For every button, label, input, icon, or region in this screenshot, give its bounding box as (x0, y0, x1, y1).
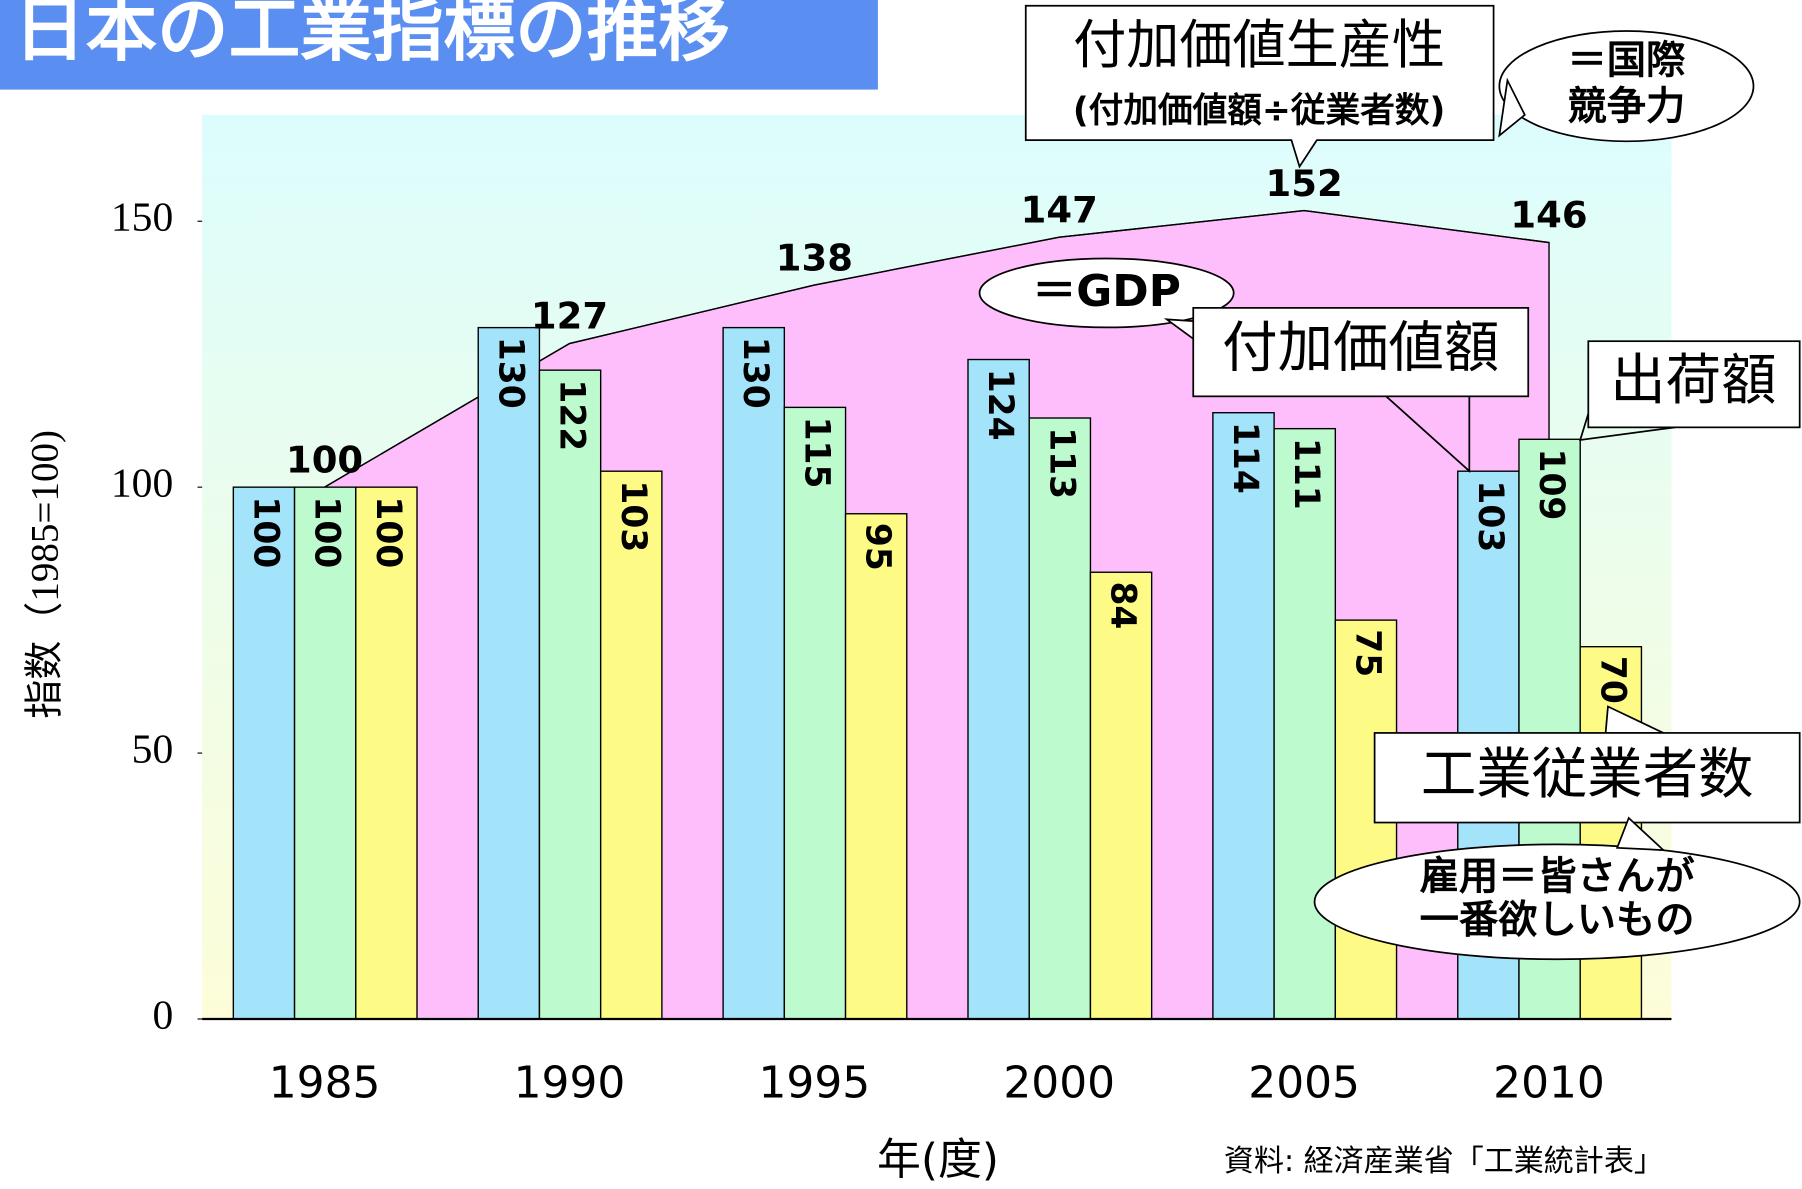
data-label: 113 (1041, 427, 1081, 499)
line-series-name: 付加価値生産性 (1073, 15, 1445, 76)
y-axis-label: 指数（1985=100) (23, 430, 66, 719)
line-data-label: 127 (531, 295, 608, 338)
x-tick-label: 2010 (1493, 1058, 1605, 1109)
legend-label: 出荷額 (1610, 349, 1776, 413)
bar (783, 406, 847, 1020)
callout-ellipse (978, 257, 1235, 329)
line-data-label: 100 (286, 438, 363, 481)
source: 資料: 経済産業省「工業統計表」 (1224, 1144, 1664, 1179)
callout-ellipse (1313, 843, 1801, 961)
annotation: 雇用＝皆さんが (1420, 854, 1695, 899)
x-tick-label: 2005 (1248, 1058, 1360, 1109)
annotation: 一番欲しいもの (1420, 898, 1695, 943)
bar (967, 358, 1030, 1020)
legend-label: 工業従業者数 (1421, 743, 1754, 807)
x-tick-label: 1990 (514, 1058, 626, 1109)
x-tick-label: 2000 (1003, 1058, 1115, 1109)
data-label: 70 (1592, 656, 1632, 704)
bar (1212, 412, 1275, 1020)
line-data-label: 146 (1510, 194, 1587, 237)
y-tick-label: 50 (132, 726, 174, 772)
bar (722, 326, 786, 1020)
line-data-label: 138 (776, 236, 853, 279)
bar (1273, 427, 1337, 1020)
callout-box (1373, 732, 1801, 824)
callout-pointer (1615, 816, 1666, 852)
callout-box (1192, 307, 1530, 398)
bar (1089, 571, 1153, 1020)
data-label: 95 (858, 523, 898, 571)
data-label: 109 (1531, 448, 1571, 520)
annotation: ＝GDP (1032, 266, 1181, 317)
annotation: 競争力 (1568, 85, 1686, 130)
annotation: ＝国際 (1568, 39, 1687, 84)
line-data-label: 152 (1266, 162, 1343, 205)
data-label: 122 (552, 379, 592, 451)
bar (599, 470, 663, 1020)
bar (477, 326, 541, 1020)
y-tick-label: 150 (111, 194, 173, 240)
y-tick-label: 0 (152, 992, 173, 1038)
callout-box (1587, 340, 1801, 429)
chart-title: 日本の工業指標の推移 (14, 0, 730, 71)
data-label: 100 (307, 496, 347, 568)
line-data-label: 147 (1021, 188, 1098, 231)
data-label: 84 (1103, 581, 1143, 629)
callout-pointer (1385, 395, 1471, 473)
callout-pointer (1498, 77, 1526, 138)
data-label: 130 (490, 337, 530, 409)
data-label: 124 (980, 369, 1020, 441)
callout-ellipse (1498, 30, 1755, 143)
legend-label: 付加価値額 (1222, 317, 1499, 381)
data-label: 103 (613, 480, 653, 552)
bar (1028, 417, 1092, 1020)
data-label: 111 (1286, 438, 1326, 510)
bar (355, 486, 418, 1020)
data-label: 75 (1347, 629, 1387, 677)
data-label: 100 (368, 496, 408, 568)
x-axis-label: 年(度) (877, 1135, 999, 1186)
x-tick-label: 1985 (269, 1058, 381, 1109)
y-tick-label: 100 (111, 460, 173, 506)
data-label: 103 (1470, 480, 1510, 552)
data-label: 100 (245, 496, 285, 568)
bar (844, 513, 908, 1020)
x-tick-label: 1995 (759, 1058, 871, 1109)
callout-pointer (1578, 413, 1676, 442)
data-label: 114 (1225, 422, 1265, 494)
bar (538, 369, 602, 1020)
line-series-note: (付加価値額÷従業者数) (1073, 91, 1445, 131)
data-label: 130 (735, 337, 775, 409)
data-label: 115 (796, 417, 836, 489)
callout-box (1024, 4, 1495, 169)
title-bar (0, 0, 878, 90)
